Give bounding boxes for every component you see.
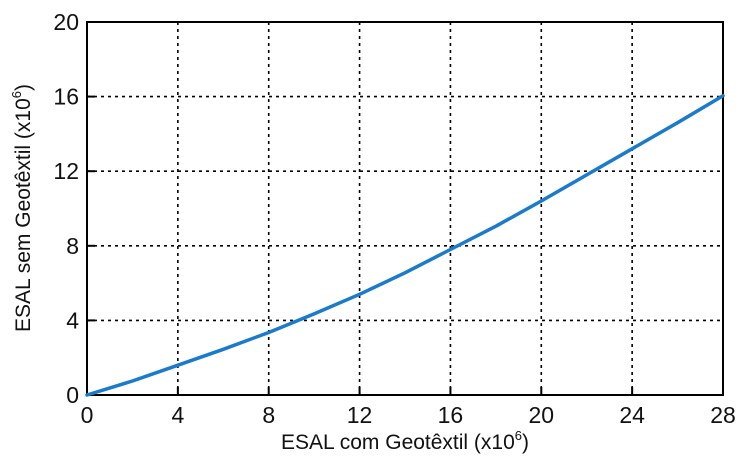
y-tick-label: 0 (66, 382, 79, 408)
x-tick-label: 16 (438, 402, 464, 428)
series-line (85, 93, 725, 397)
x-tick-label: 8 (262, 402, 275, 428)
x-tick-label: 12 (347, 402, 373, 428)
x-tick-label: 0 (81, 402, 94, 428)
axis-ticks (86, 21, 724, 396)
y-tick-label: 8 (66, 233, 79, 259)
y-tick-label: 4 (66, 307, 79, 333)
plot-frame (86, 21, 724, 396)
x-axis-label: ESAL com Geotêxtil (x106) (281, 428, 529, 454)
y-tick-label: 20 (53, 9, 79, 35)
x-tick-label: 4 (171, 402, 184, 428)
y-axis-label: ESAL sem Geotêxtil (x106) (9, 84, 35, 332)
grid-lines (87, 22, 723, 395)
x-tick-label: 24 (619, 402, 645, 428)
x-tick-label: 20 (528, 402, 554, 428)
x-tick-label: 28 (710, 402, 736, 428)
y-tick-labels: 0 4 8 12 16 20 (53, 9, 79, 408)
y-tick-label: 12 (53, 158, 79, 184)
x-tick-labels: 0 4 8 12 16 20 24 28 (81, 402, 736, 428)
y-tick-label: 16 (53, 84, 79, 110)
